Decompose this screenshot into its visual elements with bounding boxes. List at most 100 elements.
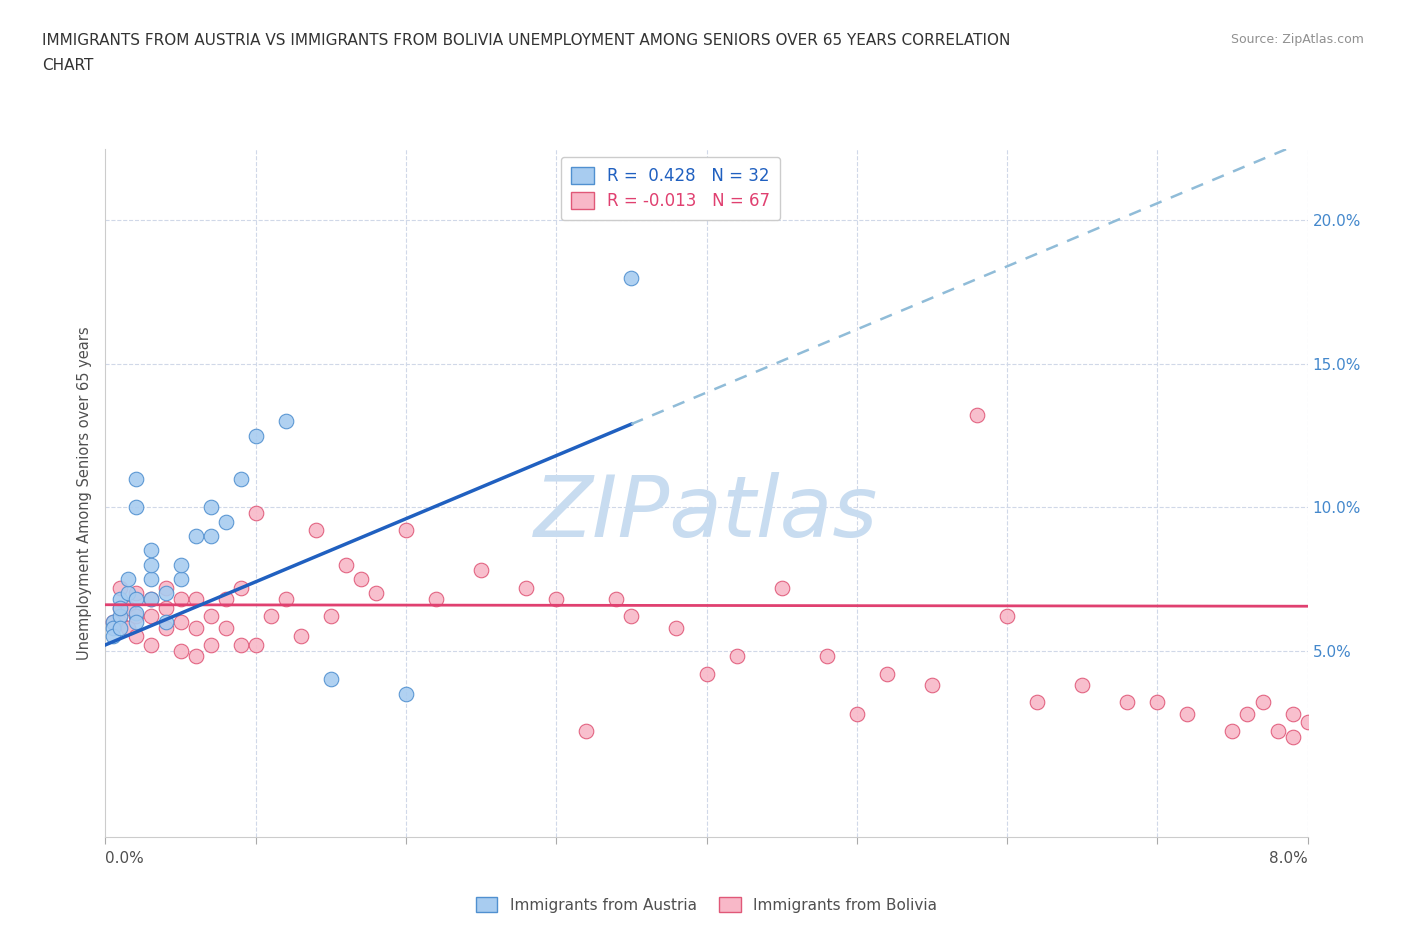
Point — [117, 586, 139, 601]
Point — [169, 591, 191, 606]
Point — [184, 528, 207, 543]
Point — [214, 591, 236, 606]
Point — [139, 571, 162, 587]
Text: CHART: CHART — [42, 58, 94, 73]
Point — [124, 586, 146, 601]
Point — [1267, 724, 1289, 738]
Point — [770, 580, 793, 595]
Point — [110, 620, 132, 635]
Point — [139, 557, 162, 572]
Point — [995, 609, 1018, 624]
Point — [101, 629, 124, 644]
Point — [245, 428, 267, 443]
Point — [1281, 706, 1303, 721]
Point — [110, 580, 132, 595]
Point — [124, 629, 146, 644]
Text: 0.0%: 0.0% — [105, 851, 145, 867]
Point — [155, 615, 177, 630]
Point — [124, 606, 146, 621]
Point — [966, 408, 988, 423]
Point — [139, 543, 162, 558]
Point — [110, 600, 132, 615]
Point — [110, 615, 132, 630]
Point — [470, 563, 492, 578]
Text: Source: ZipAtlas.com: Source: ZipAtlas.com — [1230, 33, 1364, 46]
Point — [117, 620, 139, 635]
Point — [274, 591, 297, 606]
Point — [319, 671, 342, 686]
Point — [1281, 729, 1303, 744]
Point — [335, 557, 357, 572]
Point — [290, 629, 312, 644]
Point — [245, 506, 267, 521]
Point — [1222, 724, 1244, 738]
Point — [1251, 695, 1274, 710]
Point — [200, 528, 222, 543]
Text: 8.0%: 8.0% — [1268, 851, 1308, 867]
Point — [620, 271, 643, 286]
Point — [845, 706, 868, 721]
Point — [155, 600, 177, 615]
Point — [1236, 706, 1258, 721]
Point — [184, 620, 207, 635]
Point — [546, 591, 568, 606]
Point — [425, 591, 447, 606]
Point — [184, 591, 207, 606]
Point — [229, 580, 252, 595]
Point — [200, 609, 222, 624]
Point — [124, 472, 146, 486]
Point — [139, 637, 162, 652]
Point — [921, 678, 943, 693]
Point — [245, 637, 267, 652]
Point — [515, 580, 537, 595]
Legend: Immigrants from Austria, Immigrants from Bolivia: Immigrants from Austria, Immigrants from… — [470, 891, 943, 919]
Point — [169, 557, 191, 572]
Point — [214, 514, 236, 529]
Point — [139, 591, 162, 606]
Point — [139, 609, 162, 624]
Point — [155, 586, 177, 601]
Point — [124, 615, 146, 630]
Point — [1071, 678, 1094, 693]
Point — [815, 649, 838, 664]
Point — [200, 499, 222, 514]
Point — [155, 580, 177, 595]
Point — [1296, 715, 1319, 730]
Point — [395, 523, 418, 538]
Point — [350, 571, 373, 587]
Point — [620, 609, 643, 624]
Point — [305, 523, 328, 538]
Point — [101, 615, 124, 630]
Point — [605, 591, 627, 606]
Point — [124, 591, 146, 606]
Point — [110, 600, 132, 615]
Point — [229, 472, 252, 486]
Point — [124, 499, 146, 514]
Point — [169, 615, 191, 630]
Point — [260, 609, 283, 624]
Y-axis label: Unemployment Among Seniors over 65 years: Unemployment Among Seniors over 65 years — [77, 326, 93, 659]
Point — [229, 637, 252, 652]
Point — [274, 414, 297, 429]
Point — [101, 615, 124, 630]
Text: ZIPatlas: ZIPatlas — [534, 472, 879, 555]
Point — [200, 637, 222, 652]
Point — [1175, 706, 1198, 721]
Point — [110, 609, 132, 624]
Point — [1026, 695, 1049, 710]
Point — [696, 666, 718, 681]
Point — [575, 724, 598, 738]
Point — [110, 591, 132, 606]
Point — [876, 666, 898, 681]
Point — [319, 609, 342, 624]
Point — [1146, 695, 1168, 710]
Point — [364, 586, 387, 601]
Point — [169, 644, 191, 658]
Point — [395, 686, 418, 701]
Point — [725, 649, 748, 664]
Point — [139, 591, 162, 606]
Point — [124, 609, 146, 624]
Point — [117, 600, 139, 615]
Text: IMMIGRANTS FROM AUSTRIA VS IMMIGRANTS FROM BOLIVIA UNEMPLOYMENT AMONG SENIORS OV: IMMIGRANTS FROM AUSTRIA VS IMMIGRANTS FR… — [42, 33, 1011, 47]
Point — [665, 620, 688, 635]
